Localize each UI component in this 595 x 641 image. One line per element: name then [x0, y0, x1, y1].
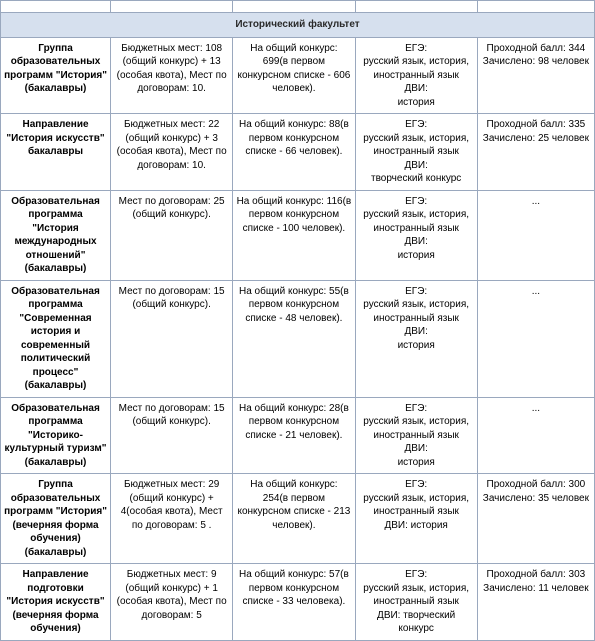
cell-c2: На общий конкурс: 699(в первом конкурсно… [233, 37, 355, 114]
table-row: Группа образовательных программ "История… [1, 37, 595, 114]
cell-c1: Бюджетных мест: 29 (общий конкурс) + 4(о… [111, 474, 233, 564]
cell-c0: Направление "История искусств" бакалавры [1, 114, 111, 191]
empty-cell [1, 1, 111, 13]
table-row: Образовательная программа "Современная и… [1, 280, 595, 397]
cell-c2: На общий конкурс: 116(в первом конкурсно… [233, 190, 355, 280]
table-row: Образовательная программа "История между… [1, 190, 595, 280]
cell-c1: Мест по договорам: 15 (общий конкурс). [111, 280, 233, 397]
cell-c2: На общий конкурс: 55(в первом конкурсном… [233, 280, 355, 397]
cell-c2: На общий конкурс: 28(в первом конкурсном… [233, 397, 355, 474]
cell-c4: ... [477, 280, 594, 397]
cell-c3: ЕГЭ:русский язык, история, иностранный я… [355, 37, 477, 114]
cell-c3: ЕГЭ:русский язык, история, иностранный я… [355, 190, 477, 280]
cell-c0: Группа образовательных программ "История… [1, 37, 111, 114]
cell-c4: ... [477, 397, 594, 474]
admissions-table: Исторический факультетГруппа образовател… [0, 0, 595, 641]
cell-c4: ... [477, 190, 594, 280]
cell-c0: Группа образовательных программ "История… [1, 474, 111, 564]
cell-c3: ЕГЭ:русский язык, история, иностранный я… [355, 564, 477, 641]
cell-c3: ЕГЭ:русский язык, история, иностранный я… [355, 397, 477, 474]
cell-c4: Проходной балл: 303Зачислено: 11 человек [477, 564, 594, 641]
cell-c3: ЕГЭ:русский язык, история, иностранный я… [355, 280, 477, 397]
empty-cell [111, 1, 233, 13]
cell-c1: Мест по договорам: 25 (общий конкурс). [111, 190, 233, 280]
cell-c0: Образовательная программа "Современная и… [1, 280, 111, 397]
empty-cell [233, 1, 355, 13]
table-row: Группа образовательных программ "История… [1, 474, 595, 564]
cell-c0: Направление подготовки "История искусств… [1, 564, 111, 641]
empty-cell [477, 1, 594, 13]
faculty-header: Исторический факультет [1, 13, 595, 38]
cell-c2: На общий конкурс: 254(в первом конкурсно… [233, 474, 355, 564]
cell-c1: Бюджетных мест: 9 (общий конкурс) + 1 (о… [111, 564, 233, 641]
cell-c3: ЕГЭ:русский язык, история, иностранный я… [355, 474, 477, 564]
cell-c0: Образовательная программа "Историко-куль… [1, 397, 111, 474]
empty-cell [355, 1, 477, 13]
cell-c0: Образовательная программа "История между… [1, 190, 111, 280]
cell-c4: Проходной балл: 300Зачислено: 35 человек [477, 474, 594, 564]
cell-c4: Проходной балл: 335Зачислено: 25 человек [477, 114, 594, 191]
cell-c1: Бюджетных мест: 108 (общий конкурс) + 13… [111, 37, 233, 114]
table-row: Направление подготовки "История искусств… [1, 564, 595, 641]
table-row: Направление "История искусств" бакалавры… [1, 114, 595, 191]
cell-c1: Мест по договорам: 15 (общий конкурс). [111, 397, 233, 474]
cell-c2: На общий конкурс: 57(в первом конкурсном… [233, 564, 355, 641]
cell-c3: ЕГЭ:русский язык, история, иностранный я… [355, 114, 477, 191]
cell-c1: Бюджетных мест: 22 (общий конкурс) + 3 (… [111, 114, 233, 191]
table-row: Образовательная программа "Историко-куль… [1, 397, 595, 474]
cell-c4: Проходной балл: 344Зачислено: 98 человек [477, 37, 594, 114]
cell-c2: На общий конкурс: 88(в первом конкурсном… [233, 114, 355, 191]
